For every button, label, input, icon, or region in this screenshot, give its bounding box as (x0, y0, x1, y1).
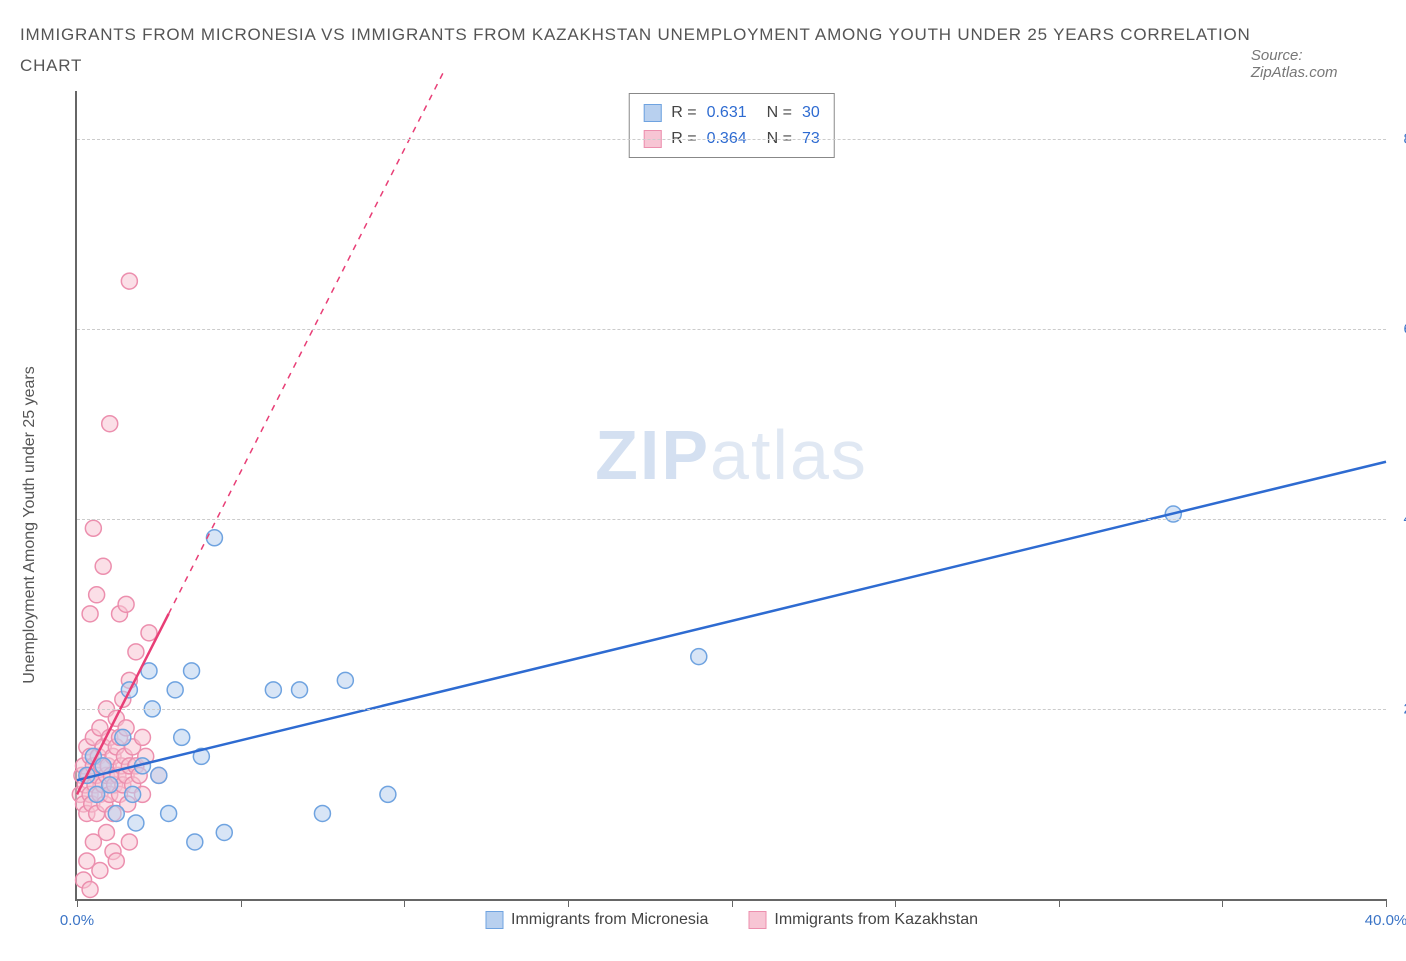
scatter-point (187, 834, 203, 850)
x-tick (241, 899, 242, 907)
scatter-point (184, 663, 200, 679)
scatter-point (151, 768, 167, 784)
y-tick-label: 20.0% (1391, 701, 1406, 718)
scatter-point (206, 530, 222, 546)
scatter-point (128, 644, 144, 660)
scatter-point (691, 649, 707, 665)
chart-title: IMMIGRANTS FROM MICRONESIA VS IMMIGRANTS… (20, 20, 1251, 81)
legend-item: Immigrants from Kazakhstan (748, 911, 978, 929)
x-tick-label: 40.0% (1365, 912, 1406, 929)
gridline (77, 519, 1386, 520)
scatter-point (102, 416, 118, 432)
bottom-legend: Immigrants from Micronesia Immigrants fro… (485, 911, 978, 929)
x-tick (1386, 899, 1387, 907)
scatter-point (82, 882, 98, 898)
x-tick (1222, 899, 1223, 907)
source-label: Source: ZipAtlas.com (1251, 47, 1386, 81)
legend-label: Immigrants from Micronesia (511, 911, 708, 929)
chart-container: Unemployment Among Youth under 25 years … (20, 91, 1386, 941)
y-tick-label: 60.0% (1391, 320, 1406, 337)
scatter-point (108, 806, 124, 822)
scatter-point (125, 787, 141, 803)
scatter-point (216, 825, 232, 841)
scatter-point (174, 730, 190, 746)
scatter-point (102, 777, 118, 793)
x-tick (1059, 899, 1060, 907)
scatter-point (82, 606, 98, 622)
x-tick (77, 899, 78, 907)
scatter-point (337, 673, 353, 689)
plot-area: ZIPatlas R =0.631N =30R =0.364N =73 Immi… (75, 91, 1386, 901)
scatter-point (314, 806, 330, 822)
scatter-point (121, 834, 137, 850)
scatter-point (141, 625, 157, 641)
legend-item: Immigrants from Micronesia (485, 911, 708, 929)
scatter-point (95, 558, 111, 574)
scatter-point (134, 730, 150, 746)
scatter-point (98, 825, 114, 841)
scatter-point (292, 682, 308, 698)
y-axis-label: Unemployment Among Youth under 25 years (21, 366, 39, 684)
legend-swatch (748, 911, 766, 929)
x-tick (732, 899, 733, 907)
trendline (77, 462, 1386, 780)
x-tick (404, 899, 405, 907)
legend-label: Immigrants from Kazakhstan (774, 911, 978, 929)
x-tick (568, 899, 569, 907)
scatter-point (89, 587, 105, 603)
x-tick (895, 899, 896, 907)
scatter-point (265, 682, 281, 698)
scatter-point (115, 730, 131, 746)
gridline (77, 329, 1386, 330)
scatter-point (380, 787, 396, 803)
scatter-point (108, 853, 124, 869)
scatter-point (167, 682, 183, 698)
scatter-point (85, 520, 101, 536)
x-tick-label: 0.0% (60, 912, 94, 929)
scatter-point (128, 815, 144, 831)
trendline (169, 72, 444, 614)
gridline (77, 709, 1386, 710)
gridline (77, 139, 1386, 140)
y-tick-label: 80.0% (1391, 130, 1406, 147)
scatter-point (121, 273, 137, 289)
plot-svg (77, 91, 1386, 899)
legend-swatch (485, 911, 503, 929)
scatter-point (92, 863, 108, 879)
scatter-point (118, 597, 134, 613)
y-tick-label: 40.0% (1391, 510, 1406, 527)
scatter-point (161, 806, 177, 822)
